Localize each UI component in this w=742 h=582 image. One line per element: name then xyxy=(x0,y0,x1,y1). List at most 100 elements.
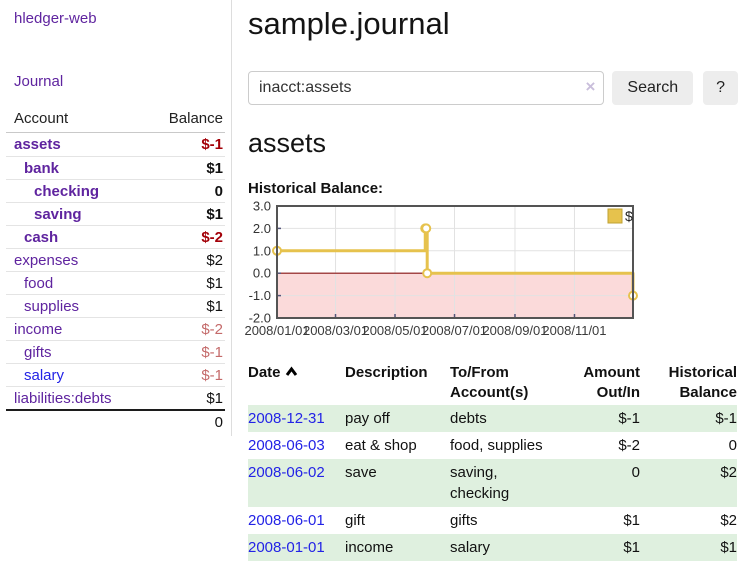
transaction-balance: $2 xyxy=(720,464,737,481)
svg-text:2008/03/01: 2008/03/01 xyxy=(303,323,368,338)
transaction-date-link[interactable]: 2008-06-01 xyxy=(248,512,325,529)
account-balance: $1 xyxy=(206,274,223,292)
transaction-accounts: food, supplies xyxy=(450,437,543,454)
data-point-marker xyxy=(421,223,432,234)
sidebar-account-link-supplies[interactable]: supplies xyxy=(24,297,80,315)
accounts-header-account: Account xyxy=(14,110,69,127)
column-header-balance: Historical Balance xyxy=(668,364,737,401)
search-button[interactable]: Search xyxy=(612,71,694,105)
transaction-row: 2008-06-02 save saving, checking 0 $2 xyxy=(248,459,737,507)
account-balance: $1 xyxy=(206,159,223,177)
search-input[interactable] xyxy=(248,71,605,105)
sidebar-account-link-cash[interactable]: cash xyxy=(24,228,59,246)
account-balance: 0 xyxy=(214,182,223,200)
sidebar-account-link-liabilities-debts[interactable]: liabilities:debts xyxy=(14,389,112,407)
sidebar-account-link-salary[interactable]: salary xyxy=(24,366,65,384)
transaction-balance: 0 xyxy=(728,437,737,454)
account-balance: $-1 xyxy=(201,343,223,361)
account-balance: $-2 xyxy=(201,320,223,338)
transaction-description: pay off xyxy=(345,410,390,427)
register-header-row: Date Description To/From Account(s) Amou… xyxy=(248,361,737,405)
column-header-description: Description xyxy=(345,364,428,381)
svg-text:2008/07/01: 2008/07/01 xyxy=(422,323,487,338)
transaction-date-link[interactable]: 2008-06-02 xyxy=(248,464,325,481)
sidebar-account-link-income[interactable]: income xyxy=(14,320,63,338)
transaction-description: save xyxy=(345,464,377,481)
data-point-marker xyxy=(422,268,433,279)
account-row: liabilities:debts $1 xyxy=(6,386,225,409)
column-header-date[interactable]: Date xyxy=(248,361,345,405)
column-header-accounts: To/From Account(s) xyxy=(450,364,529,401)
svg-text:1.0: 1.0 xyxy=(253,243,271,258)
clear-search-icon[interactable]: × xyxy=(585,77,596,96)
account-row: expenses $2 xyxy=(6,248,225,271)
transaction-row: 2008-06-01 gift gifts $1 $2 xyxy=(248,507,737,534)
search-form: × Search ? xyxy=(248,71,738,105)
transaction-amount: $1 xyxy=(623,512,640,529)
transaction-accounts: saving, checking xyxy=(450,464,510,502)
legend-swatch xyxy=(607,208,623,224)
brand-link[interactable]: hledger-web xyxy=(14,10,97,27)
transaction-date-link[interactable]: 2008-01-01 xyxy=(248,539,325,556)
account-title: assets xyxy=(248,128,327,158)
sidebar-account-link-assets[interactable]: assets xyxy=(14,136,61,153)
account-row: saving $1 xyxy=(6,202,225,225)
account-row: salary $-1 xyxy=(6,363,225,386)
account-row: assets $-1 xyxy=(6,133,225,156)
svg-text:-1.0: -1.0 xyxy=(249,288,271,303)
account-balance: $-1 xyxy=(201,366,223,384)
register-table: Date Description To/From Account(s) Amou… xyxy=(248,361,737,561)
column-header-amount: Amount Out/In xyxy=(583,364,640,401)
account-balance: $1 xyxy=(206,297,223,315)
account-balance: $2 xyxy=(206,251,223,269)
sidebar-account-link-expenses[interactable]: expenses xyxy=(14,251,79,269)
account-row: food $1 xyxy=(6,271,225,294)
accounts-header-balance: Balance xyxy=(168,110,223,127)
sort-ascending-icon xyxy=(285,366,297,376)
transaction-date-link[interactable]: 2008-12-31 xyxy=(248,410,325,427)
transaction-accounts: debts xyxy=(450,410,487,427)
sidebar-account-link-saving[interactable]: saving xyxy=(34,205,82,223)
transaction-balance: $2 xyxy=(720,512,737,529)
accounts-table-header: Account Balance xyxy=(6,108,225,133)
sidebar-account-link-bank[interactable]: bank xyxy=(24,159,60,177)
sidebar-account-link-food[interactable]: food xyxy=(24,274,54,292)
legend-label: $ xyxy=(625,208,633,224)
transaction-description: income xyxy=(345,539,394,556)
transaction-balance: $1 xyxy=(720,539,737,556)
sidebar-account-link-gifts[interactable]: gifts xyxy=(24,343,52,361)
historical-balance-chart: $3.0 2.0 1.0 0.0 -1.0 -2.0 2008/01/01 2008/03/0… xyxy=(244,199,738,343)
account-row: checking 0 xyxy=(6,179,225,202)
svg-text:2008/09/01: 2008/09/01 xyxy=(482,323,547,338)
account-row: supplies $1 xyxy=(6,294,225,317)
transaction-amount: 0 xyxy=(631,464,640,481)
transaction-amount: $-2 xyxy=(618,437,640,454)
sidebar-item-journal[interactable]: Journal xyxy=(14,73,64,90)
account-balance: $-2 xyxy=(201,228,223,246)
transaction-description: eat & shop xyxy=(345,437,417,454)
svg-text:3.0: 3.0 xyxy=(253,199,271,214)
account-row: income $-2 xyxy=(6,317,225,340)
main-content: sample.journal × Search ? assets Histori… xyxy=(244,0,738,561)
svg-text:2.0: 2.0 xyxy=(253,221,271,236)
account-balance: $1 xyxy=(206,389,223,407)
account-balance: $1 xyxy=(206,205,223,223)
chart-label: Historical Balance: xyxy=(248,180,384,197)
accounts-table: Account Balance assets $-1 bank $1 checking 0… xyxy=(6,108,225,431)
sidebar-account-link-checking[interactable]: checking xyxy=(34,182,100,200)
sidebar-accounts-body: assets $-1 bank $1 checking 0 saving $1 cash $-2 e… xyxy=(6,133,225,409)
svg-text:-2.0: -2.0 xyxy=(249,311,271,326)
svg-text:2008/11/01: 2008/11/01 xyxy=(542,323,606,338)
page-title: sample.journal xyxy=(248,6,450,41)
svg-text:2008/05/01: 2008/05/01 xyxy=(362,323,427,338)
transaction-row: 2008-06-03 eat & shop food, supplies $-2 0 xyxy=(248,432,737,459)
transaction-accounts: gifts xyxy=(450,512,478,529)
transaction-date-link[interactable]: 2008-06-03 xyxy=(248,437,325,454)
accounts-total-row: 0 xyxy=(6,409,225,431)
account-row: gifts $-1 xyxy=(6,340,225,363)
column-header-date-label: Date xyxy=(248,364,281,381)
transaction-amount: $-1 xyxy=(618,410,640,427)
transaction-balance: $-1 xyxy=(715,410,737,427)
account-balance: $-1 xyxy=(201,136,223,153)
help-button[interactable]: ? xyxy=(703,71,738,105)
